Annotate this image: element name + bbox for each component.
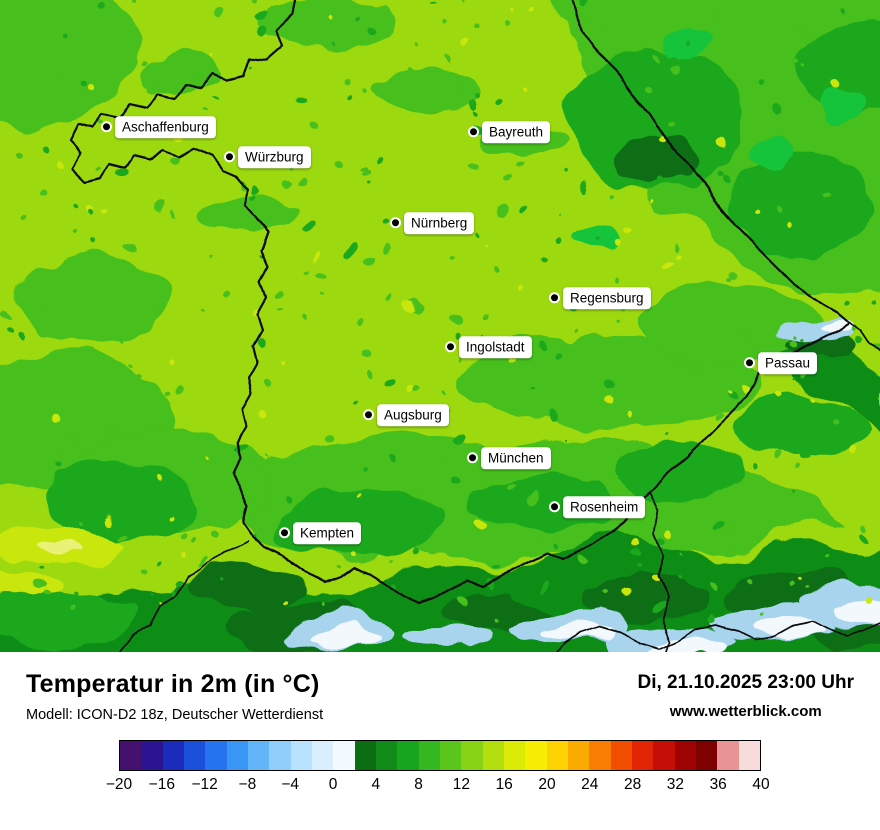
colorbar-tick-label: 4 [371, 776, 381, 793]
colorbar-segment [311, 741, 334, 770]
border-southwest [119, 539, 249, 652]
colorbar-tick-label: 40 [752, 776, 770, 793]
colorbar-segment [397, 741, 419, 770]
colorbar-segment [120, 741, 142, 770]
map-title: Temperatur in 2m (in °C) [26, 670, 320, 698]
colorbar-segment [567, 741, 590, 770]
colorbar-tick-label: −20 [105, 776, 133, 793]
footer: Temperatur in 2m (in °C) Modell: ICON-D2… [0, 652, 880, 830]
colorbar-tick-label: 24 [581, 776, 599, 793]
colorbar-tick-label: −4 [281, 776, 300, 793]
colorbar-segment [717, 741, 739, 770]
colorbar-segment [290, 741, 312, 770]
colorbar-segment [631, 741, 654, 770]
colorbar-tick-label: −12 [191, 776, 218, 793]
colorbar-segment [461, 741, 483, 770]
state-borders [68, 0, 880, 652]
colorbar-tick-label: 8 [414, 776, 423, 793]
colorbar-tick-label: −8 [238, 776, 257, 793]
border-austria-alps [554, 619, 880, 652]
footer-header: Temperatur in 2m (in °C) Modell: ICON-D2… [26, 670, 854, 723]
colorbar-tick-label: 12 [452, 776, 471, 793]
bavaria-border [68, 0, 853, 605]
colorbar-tick-label: 32 [666, 776, 685, 793]
colorbar-segments [119, 740, 761, 771]
colorbar-segment [525, 741, 547, 770]
colorbar-tick-label: 16 [495, 776, 513, 793]
colorbar-segment [269, 741, 291, 770]
colorbar-segment [695, 741, 718, 770]
raster-speckles [0, 0, 879, 624]
colorbar-segment [226, 741, 248, 770]
colorbar-segment [503, 741, 526, 770]
colorbar-segment [418, 741, 440, 770]
colorbar-tick-label: 0 [328, 776, 338, 793]
website-link[interactable]: www.wetterblick.com [669, 703, 822, 720]
colorbar-tick-label: 28 [623, 776, 642, 793]
colorbar-segment [183, 741, 206, 770]
colorbar-segment [589, 741, 611, 770]
model-info: Modell: ICON-D2 18z, Deutscher Wetterdie… [26, 707, 324, 723]
colorbar-segment [482, 741, 504, 770]
colorbar-segment [610, 741, 632, 770]
colorbar-segment [738, 741, 760, 770]
colorbar-segment [141, 741, 163, 770]
colorbar-tick-label: 36 [709, 776, 727, 793]
colorbar-segment [247, 741, 270, 770]
colorbar-segment [162, 741, 184, 770]
colorbar-segment [375, 741, 398, 770]
colorbar-segment [354, 741, 376, 770]
footer-right: Di, 21.10.2025 23:00 Uhr www.wetterblick… [637, 672, 854, 720]
footer-left: Temperatur in 2m (in °C) Modell: ICON-D2… [26, 670, 323, 723]
border-cz-at [850, 322, 880, 352]
temperature-map: Aschaffenburg Würzburg Bayreuth Nürnberg Reg… [0, 0, 880, 652]
colorbar-tick-label: −16 [148, 776, 175, 793]
colorbar-segment [439, 741, 462, 770]
colorbar-segment [546, 741, 568, 770]
border-salzach [648, 492, 671, 652]
map-canvas [0, 0, 880, 652]
colorbar: −20 −16 −12 −8 −4 0 4 8 12 16 20 24 28 32 36 40 [106, 740, 770, 800]
colorbar-segment [205, 741, 227, 770]
temperature-field-patches [0, 0, 880, 652]
colorbar-segment [653, 741, 675, 770]
forecast-datetime: Di, 21.10.2025 23:00 Uhr [637, 672, 854, 693]
colorbar-segment [674, 741, 696, 770]
colorbar-tick-label: 20 [538, 776, 556, 793]
colorbar-segment [333, 741, 355, 770]
colorbar-ticks: −20 −16 −12 −8 −4 0 4 8 12 16 20 24 28 32 36 40 [106, 776, 770, 800]
